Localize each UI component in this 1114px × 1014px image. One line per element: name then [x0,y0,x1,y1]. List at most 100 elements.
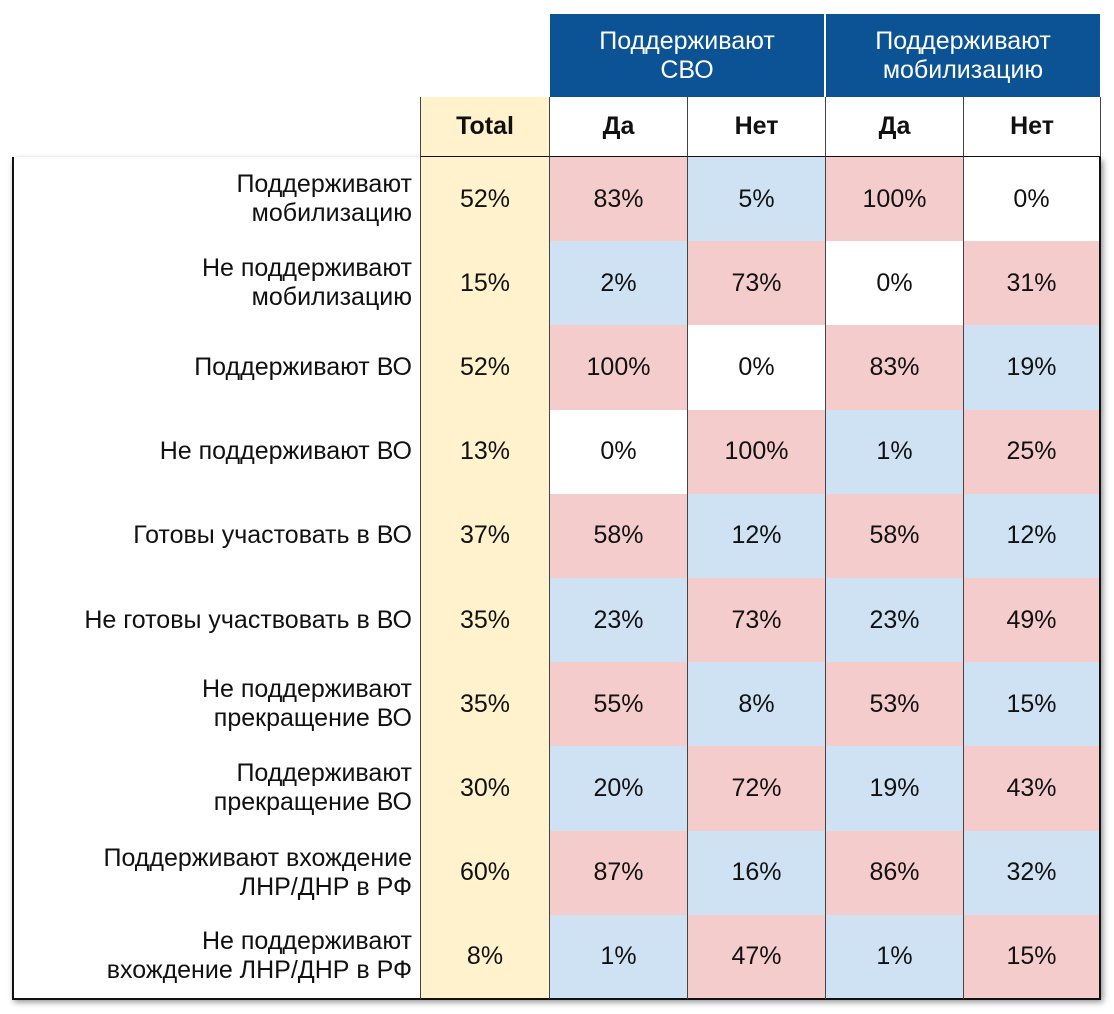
value-text: 12% [1006,521,1057,550]
value-cell: 100% [549,325,687,411]
column-header: Да [825,97,963,158]
value-cell: 20% [549,746,687,832]
value-cell: 100% [825,157,963,243]
value-text: 100% [586,352,651,381]
value-cell: 2% [549,241,687,327]
value-text: 49% [1006,605,1057,634]
value-cell: 0% [687,325,825,411]
value-cell: 72% [687,746,825,832]
value-cell: 58% [549,493,687,579]
row-label-line: мобилизацию [251,199,412,228]
row-label-line: ЛНР/ДНР в РФ [239,872,412,901]
row-label-line: Не поддерживают [201,675,412,704]
value-cell: 1% [549,914,687,1000]
group-header: Поддерживают мобилизацию [825,14,1101,97]
column-header-text: Нет [1010,112,1054,140]
column-header: Total [420,97,549,158]
column-header-text: Total [456,112,514,140]
row-label-line: Не поддерживают [201,254,412,283]
row-label: Поддерживают мобилизацию [12,157,420,243]
value-text: 12% [731,521,782,550]
value-cell: 0% [825,241,963,327]
value-text: 58% [593,521,644,550]
row-label: Не поддерживают мобилизацию [12,241,420,327]
total-cell: 35% [420,662,549,748]
value-text: 8% [738,689,775,718]
total-value: 30% [459,773,511,802]
value-text: 2% [600,268,637,297]
row-label-line: Поддерживают [236,759,412,788]
value-cell: 5% [687,157,825,243]
total-value: 35% [459,605,511,634]
value-text: 20% [593,773,644,802]
value-cell: 1% [825,409,963,495]
value-text: 100% [862,184,927,213]
total-value: 60% [459,858,511,887]
value-text: 5% [738,184,775,213]
value-text: 55% [593,689,644,718]
total-cell: 13% [420,409,549,495]
value-text: 100% [724,437,789,466]
value-text: 23% [869,605,920,634]
value-text: 83% [593,184,644,213]
value-text: 1% [876,941,913,970]
row-label-line: Поддерживают вхождение [103,843,412,872]
group-header-line: Поддерживают [599,26,775,55]
row-label-line: мобилизацию [251,283,412,312]
value-cell: 49% [963,578,1101,664]
value-cell: 53% [825,662,963,748]
column-header: Нет [687,97,825,158]
row-label-line: Не готовы участвовать в ВО [84,605,412,634]
row-label: Не поддерживают прекращение ВО [12,662,420,748]
value-text: 72% [731,773,782,802]
value-cell: 83% [549,157,687,243]
value-cell: 1% [825,914,963,1000]
value-text: 0% [876,268,913,297]
value-cell: 15% [963,914,1101,1000]
value-text: 87% [593,858,644,887]
value-cell: 23% [549,578,687,664]
row-label: Не поддерживают вхождение ЛНР/ДНР в РФ [12,914,420,1000]
value-text: 53% [869,689,920,718]
total-cell: 30% [420,746,549,832]
value-cell: 100% [687,409,825,495]
value-text: 73% [731,268,782,297]
value-text: 23% [593,605,644,634]
total-value: 8% [466,941,504,970]
row-label: Готовы участовать в ВО [12,493,420,579]
value-cell: 25% [963,409,1101,495]
column-header: Нет [963,97,1101,158]
value-text: 16% [731,858,782,887]
total-cell: 15% [420,241,549,327]
value-text: 73% [731,605,782,634]
total-cell: 52% [420,157,549,243]
value-cell: 16% [687,830,825,916]
value-text: 0% [600,437,637,466]
value-text: 86% [869,858,920,887]
value-text: 1% [600,941,637,970]
total-cell: 8% [420,914,549,1000]
value-cell: 12% [687,493,825,579]
value-text: 31% [1006,268,1057,297]
column-header-text: Да [602,112,635,140]
row-label-line: Не поддерживают ВО [159,437,412,466]
total-value: 35% [459,689,511,718]
value-text: 19% [1006,352,1057,381]
column-header-text: Нет [734,112,779,140]
value-cell: 0% [963,157,1101,243]
value-cell: 47% [687,914,825,1000]
group-header-line: мобилизацию [882,55,1044,84]
value-cell: 87% [549,830,687,916]
value-text: 25% [1006,437,1057,466]
total-value: 15% [459,268,511,297]
row-label: Не поддерживают ВО [12,409,420,495]
row-label: Не готовы участвовать в ВО [12,578,420,664]
row-label: Поддерживают вхождение ЛНР/ДНР в РФ [12,830,420,916]
row-label-line: Готовы участовать в ВО [133,521,412,550]
value-text: 32% [1006,858,1057,887]
value-text: 15% [1006,689,1057,718]
column-header: Да [549,97,687,158]
value-text: 0% [738,352,775,381]
value-text: 47% [731,941,782,970]
row-label-line: Поддерживают ВО [194,352,412,381]
